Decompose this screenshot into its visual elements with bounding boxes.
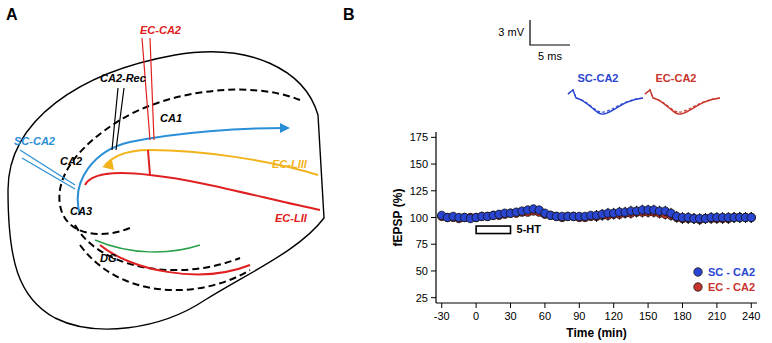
electrode-ec	[142, 38, 154, 140]
diagram-label: EC-LII	[275, 212, 308, 224]
x-tick-label: 210	[708, 310, 726, 322]
x-tick-label: 150	[639, 310, 657, 322]
trace-label: SC-CA2	[578, 72, 619, 84]
legend: SC - CA2 EC - CA2	[694, 266, 755, 293]
panel-a: A CA2-Rec EC-CA2 CA1 SC-CA2 CA2 CA3 EC-LIII EC-L…	[6, 6, 324, 329]
diagram-label: CA3	[70, 205, 92, 217]
x-tick	[441, 303, 442, 308]
y-tick	[431, 137, 436, 138]
trace-after	[645, 90, 720, 112]
diagram-label: CA2	[60, 155, 82, 167]
y-tick	[431, 297, 436, 298]
y-tick-label: 25	[416, 292, 428, 304]
x-tick-label: 240	[742, 310, 760, 322]
x-axis-label: Time (min)	[566, 326, 626, 340]
y-tick-label: 150	[410, 158, 428, 170]
dentate-gyrus	[75, 225, 250, 290]
diagram-label: CA2-Rec	[100, 72, 146, 84]
x-tick-label: 60	[539, 310, 551, 322]
y-tick	[431, 190, 436, 191]
arrowhead	[102, 160, 114, 170]
drug-window	[476, 226, 510, 233]
x-tick	[648, 303, 649, 308]
x-tick	[716, 303, 717, 308]
y-tick-label: 100	[410, 212, 428, 224]
x-tick-label: 180	[673, 310, 691, 322]
legend-marker	[694, 283, 702, 291]
y-tick	[431, 164, 436, 165]
trace-after	[568, 90, 643, 112]
x-tick-label: 120	[605, 310, 623, 322]
diagram-label: EC-CA2	[140, 24, 181, 36]
diagram-label: DG	[100, 252, 117, 264]
y-tick	[431, 270, 436, 271]
scale-label: 3 mV	[498, 26, 524, 38]
y-tick	[431, 244, 436, 245]
x-tick-label: 30	[504, 310, 516, 322]
x-tick-label: 0	[473, 310, 479, 322]
mossy-fibres	[95, 240, 200, 252]
hippocampus-outline	[8, 52, 324, 329]
diagram-label: EC-LIII	[272, 158, 308, 170]
inset: 3 mV 5 ms SC-CA2 EC-CA2	[498, 20, 720, 114]
y-axis-label: fEPSP (%)	[391, 189, 405, 247]
x-tick	[510, 303, 511, 308]
x-tick	[579, 303, 580, 308]
x-tick	[476, 303, 477, 308]
legend-marker	[694, 268, 702, 276]
y-tick-label: 50	[416, 265, 428, 277]
data-point	[747, 213, 755, 221]
ec-ca2-branch	[148, 150, 150, 175]
plot-area	[438, 205, 756, 225]
arrowhead	[280, 123, 290, 133]
x-axis	[436, 302, 757, 303]
y-tick	[431, 217, 436, 218]
electrode-rec	[112, 88, 124, 150]
trace-baseline	[568, 90, 643, 114]
diagram-label: SC-CA2	[14, 135, 55, 147]
data-point	[747, 213, 755, 221]
x-tick	[751, 303, 752, 308]
scale-bar	[530, 20, 570, 45]
x-tick	[682, 303, 683, 308]
figure: A CA2-Rec EC-CA2 CA1 SC-CA2 CA2 CA3 EC-LIII EC-L…	[0, 0, 772, 343]
panel-b: B 25 50 75 100 125 150 175 -30 0 30 60 90 120 150 180 21…	[343, 6, 760, 340]
scale-label: 5 ms	[538, 50, 562, 62]
x-tick	[613, 303, 614, 308]
ec-liii-path	[105, 150, 318, 175]
y-tick-label: 75	[416, 238, 428, 250]
panel-label: B	[343, 6, 355, 23]
legend-label: SC - CA2	[708, 266, 755, 278]
legend-label: EC - CA2	[708, 281, 755, 293]
x-tick	[544, 303, 545, 308]
y-tick-label: 175	[410, 131, 428, 143]
y-tick-label: 125	[410, 185, 428, 197]
trace-label: EC-CA2	[656, 72, 697, 84]
schaffer-collaterals	[78, 128, 285, 215]
drug-label: 5-HT	[517, 223, 542, 235]
x-tick-label: 90	[573, 310, 585, 322]
trace-baseline	[645, 90, 720, 114]
ec-lii-path	[85, 173, 320, 274]
diagram-label: CA1	[160, 112, 182, 124]
panel-label: A	[6, 6, 18, 23]
x-tick-label: -30	[434, 310, 450, 322]
